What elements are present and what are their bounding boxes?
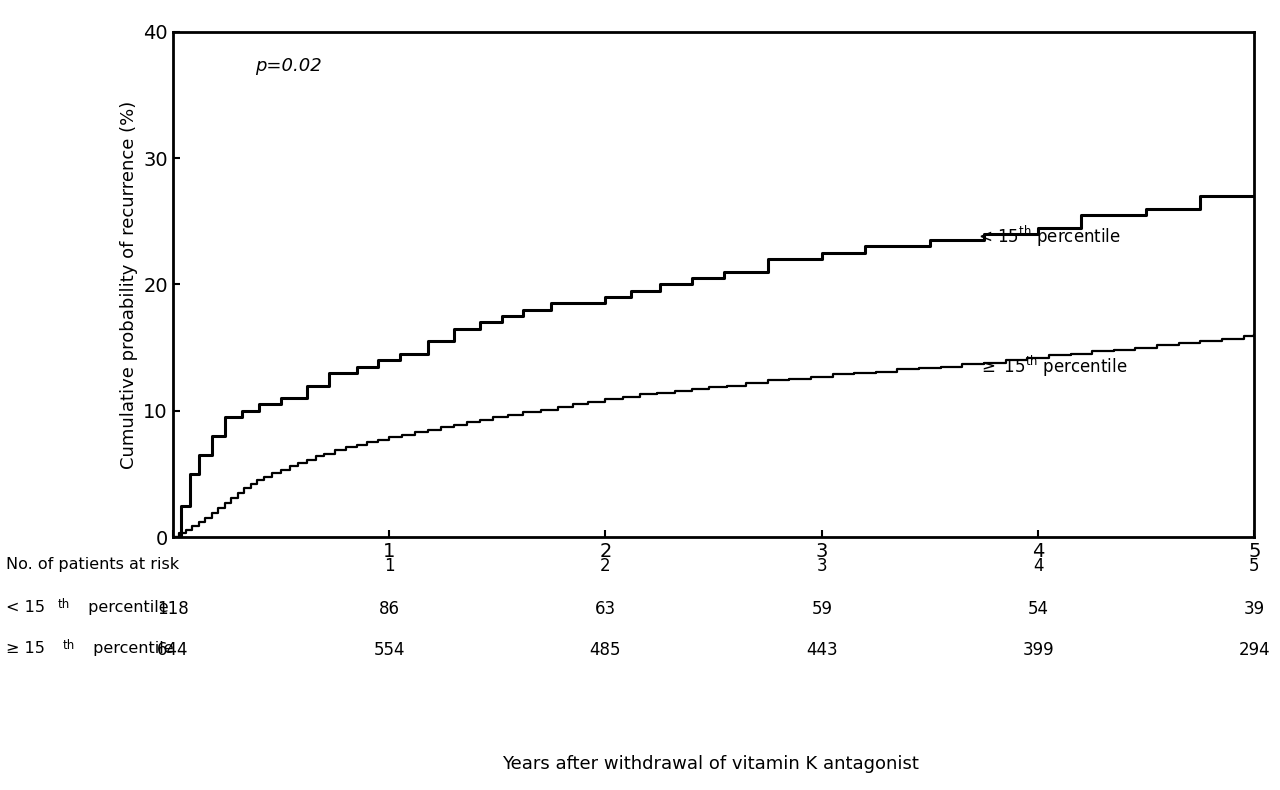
Text: 554: 554 bbox=[374, 641, 404, 660]
Text: 39: 39 bbox=[1244, 600, 1265, 619]
Text: th: th bbox=[58, 598, 70, 611]
Text: $\geq$ 15$^{\mathsf{th}}$ percentile: $\geq$ 15$^{\mathsf{th}}$ percentile bbox=[978, 354, 1126, 379]
Text: 294: 294 bbox=[1239, 641, 1270, 660]
Y-axis label: Cumulative probability of recurrence (%): Cumulative probability of recurrence (%) bbox=[120, 100, 138, 468]
Text: 644: 644 bbox=[157, 641, 188, 660]
Text: p=0.02: p=0.02 bbox=[255, 57, 321, 75]
Text: 86: 86 bbox=[379, 600, 399, 619]
Text: ≥ 15: ≥ 15 bbox=[6, 641, 45, 656]
Text: 59: 59 bbox=[812, 600, 832, 619]
Text: 118: 118 bbox=[157, 600, 188, 619]
Text: 63: 63 bbox=[595, 600, 616, 619]
Text: No. of patients at risk: No. of patients at risk bbox=[6, 557, 179, 572]
Text: th: th bbox=[63, 639, 76, 652]
Text: 4: 4 bbox=[1033, 557, 1043, 575]
Text: percentile: percentile bbox=[88, 641, 174, 656]
Text: 54: 54 bbox=[1028, 600, 1048, 619]
Text: < 15$^{\mathsf{th}}$ percentile: < 15$^{\mathsf{th}}$ percentile bbox=[978, 224, 1120, 249]
Text: 2: 2 bbox=[600, 557, 611, 575]
Text: 3: 3 bbox=[817, 557, 827, 575]
Text: 485: 485 bbox=[590, 641, 621, 660]
Text: 5: 5 bbox=[1249, 557, 1260, 575]
Text: 1: 1 bbox=[384, 557, 394, 575]
Text: percentile: percentile bbox=[83, 600, 169, 615]
Text: 443: 443 bbox=[806, 641, 837, 660]
Text: 399: 399 bbox=[1023, 641, 1053, 660]
Text: < 15: < 15 bbox=[6, 600, 45, 615]
Text: Years after withdrawal of vitamin K antagonist: Years after withdrawal of vitamin K anta… bbox=[502, 754, 919, 773]
